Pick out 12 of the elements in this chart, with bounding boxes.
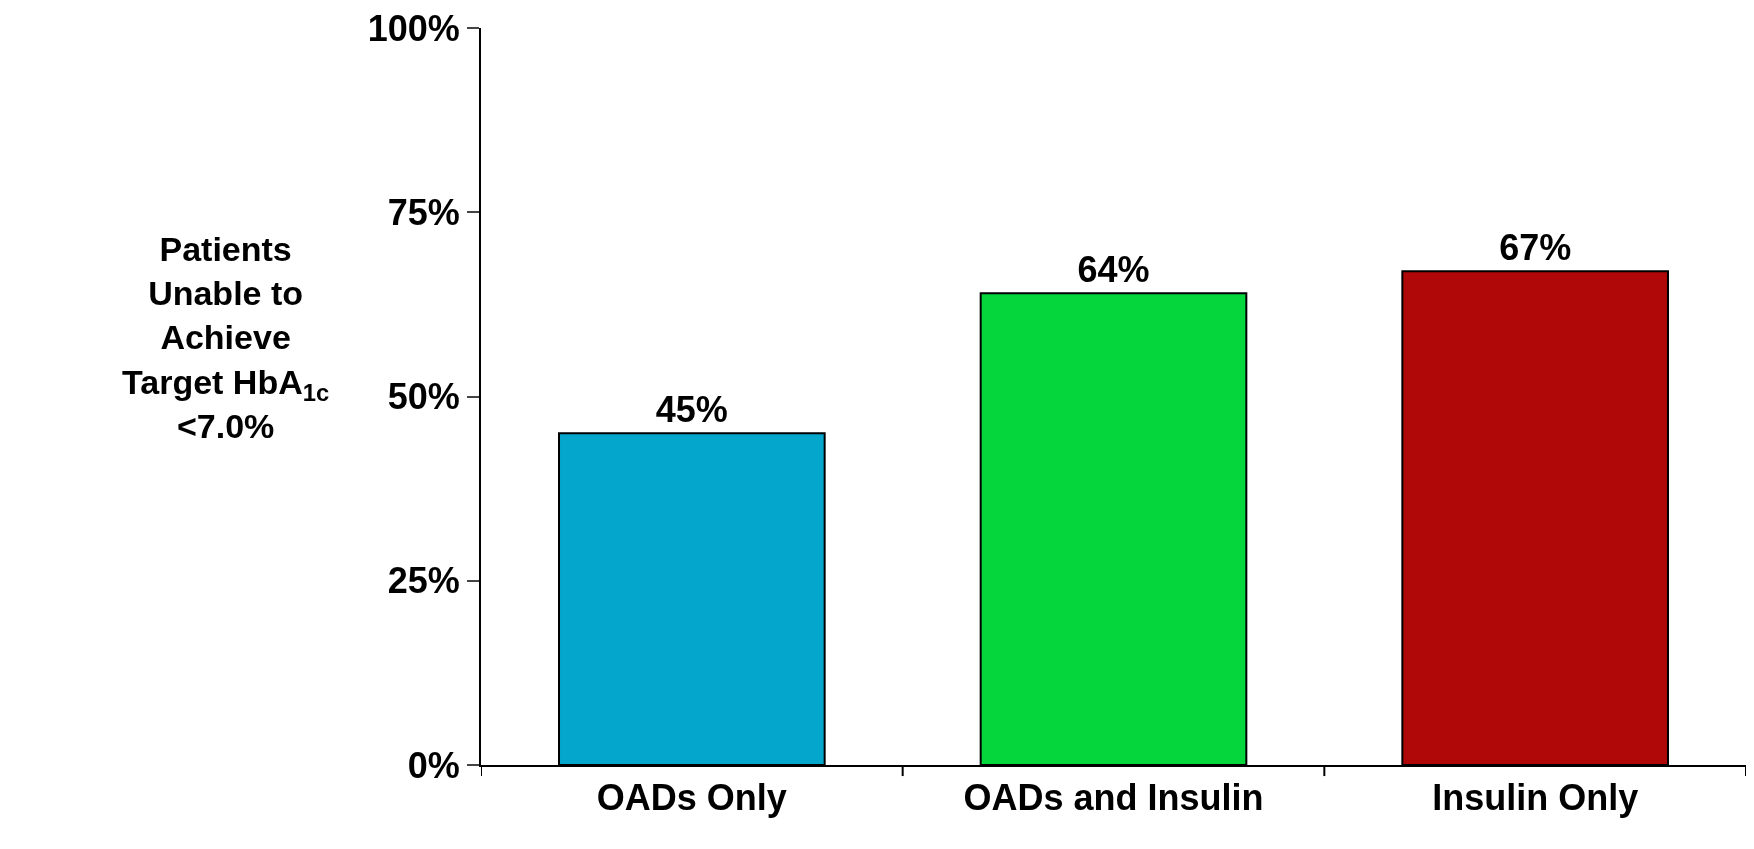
data-label: 64% — [1077, 249, 1150, 291]
y-axis-title: Patients Unable to Achieve Target HbA$_{1c}$ <7.0% — [122, 230, 330, 445]
x-tick-label: OADs Only — [596, 777, 787, 819]
data-label: 45% — [655, 389, 728, 431]
x-tick-label: OADs and Insulin — [963, 777, 1264, 819]
y-tick-label: 25% — [387, 560, 460, 602]
y-tick-label: 50% — [387, 376, 460, 418]
data-label: 67% — [1499, 227, 1572, 269]
y-tick-label: 75% — [387, 191, 460, 233]
y-tick-label: 0% — [407, 744, 460, 786]
y-tick-label: 100% — [367, 7, 460, 49]
x-tick-label: Insulin Only — [1432, 777, 1639, 819]
